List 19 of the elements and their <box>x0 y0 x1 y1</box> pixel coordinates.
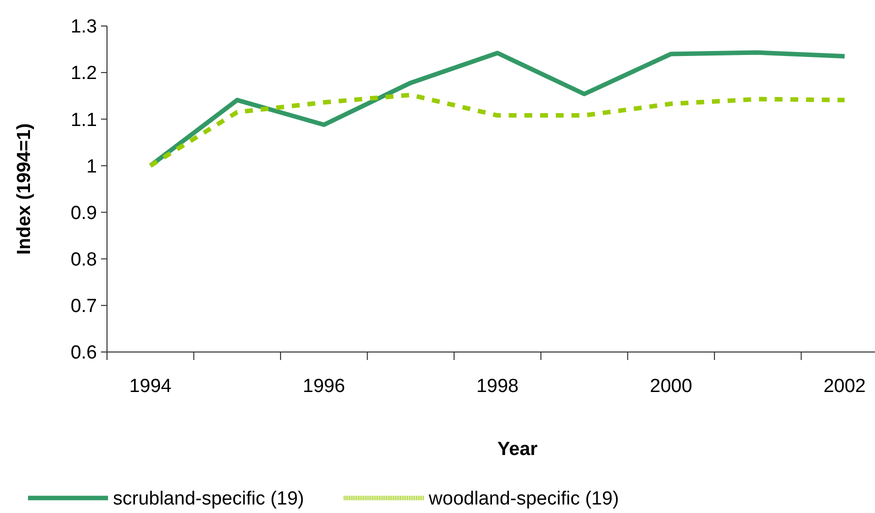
y-tick-label: 1 <box>86 156 97 178</box>
x-tick-label: 1996 <box>302 376 346 397</box>
y-tick-label: 0.7 <box>70 296 97 318</box>
y-tick-label: 0.6 <box>70 342 97 364</box>
legend-label: woodland-specific (19) <box>428 488 619 510</box>
x-axis-title: Year <box>497 439 538 460</box>
y-tick-label: 1.3 <box>70 16 97 38</box>
legend-label: scrubland-specific (19) <box>113 488 304 510</box>
y-tick-label: 0.9 <box>70 202 97 224</box>
line-series <box>148 92 847 168</box>
y-axis-title: Index (1994=1) <box>14 123 35 255</box>
y-tick-label: 1.2 <box>70 63 97 84</box>
x-tick-label: 2002 <box>823 376 866 397</box>
line-series <box>148 50 847 168</box>
y-tick-label: 0.8 <box>70 250 97 271</box>
x-tick-label: 1994 <box>129 376 172 397</box>
x-tick-label: 2000 <box>650 376 692 397</box>
y-tick-label: 1.1 <box>70 110 97 131</box>
x-tick-label: 1998 <box>476 376 519 397</box>
